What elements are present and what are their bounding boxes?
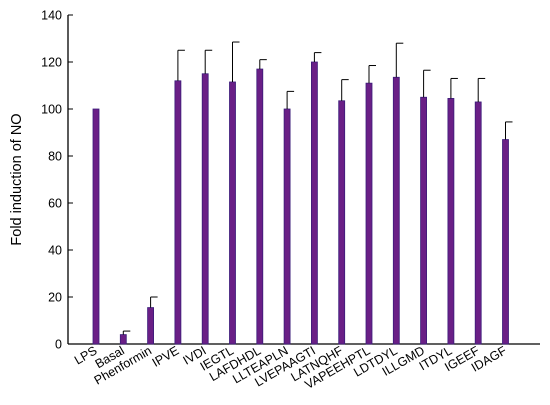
error-bar-itdyl bbox=[450, 77, 458, 99]
error-bar-lafdhdl bbox=[259, 59, 267, 70]
bar-lps bbox=[92, 108, 100, 345]
y-tick-label-4: 80 bbox=[48, 150, 62, 164]
bar-ldtdyl bbox=[392, 76, 400, 345]
error-bar-latnqhf bbox=[341, 79, 349, 101]
error-bar-iegtl bbox=[232, 41, 240, 82]
y-axis-title: Fold induction of NO bbox=[9, 113, 25, 245]
y-tick-label-3: 60 bbox=[48, 197, 62, 211]
y-tick-label-7: 140 bbox=[41, 9, 62, 23]
bar-vapeehptl bbox=[365, 82, 373, 345]
bar-llteapln bbox=[283, 108, 291, 345]
bar-ivdi bbox=[201, 73, 209, 345]
error-bar-illgmd bbox=[423, 69, 431, 98]
error-bar-lvepaagti bbox=[313, 52, 322, 62]
y-tick-label-1: 20 bbox=[48, 291, 62, 305]
error-bars bbox=[122, 41, 513, 335]
error-bar-igeef bbox=[477, 77, 486, 102]
y-tick-label-6: 120 bbox=[41, 56, 62, 70]
error-bar-ipve bbox=[177, 49, 185, 81]
error-bar-basal bbox=[122, 330, 131, 335]
y-ticks: 0 20 40 60 80 100 120 140 bbox=[41, 9, 73, 352]
bar-iegtl bbox=[229, 81, 236, 345]
error-bar-vapeehptl bbox=[368, 65, 376, 84]
error-bar-ldtdyl bbox=[395, 42, 404, 78]
bar-igeef bbox=[474, 101, 482, 345]
x-tick-label-ipve: IPVE bbox=[150, 343, 182, 369]
bar-illgmd bbox=[420, 96, 428, 345]
y-tick-label-2: 40 bbox=[48, 244, 62, 258]
bar-itdyl bbox=[447, 98, 455, 345]
error-bar-ivdi bbox=[204, 49, 213, 74]
error-bar-idagf bbox=[505, 121, 513, 140]
y-tick-label-5: 100 bbox=[41, 103, 62, 117]
bars bbox=[92, 61, 509, 345]
error-bar-llteapln bbox=[286, 90, 295, 109]
bar-idagf bbox=[502, 139, 509, 345]
y-tick-label-0: 0 bbox=[55, 338, 62, 352]
bar-phenformin bbox=[147, 307, 155, 345]
bar-lafdhdl bbox=[256, 68, 264, 345]
bar-basal bbox=[119, 334, 127, 345]
error-bar-phenformin bbox=[150, 296, 158, 308]
bar-latnqhf bbox=[338, 100, 346, 345]
bar-ipve bbox=[174, 80, 182, 345]
bar-lvepaagti bbox=[310, 61, 318, 345]
